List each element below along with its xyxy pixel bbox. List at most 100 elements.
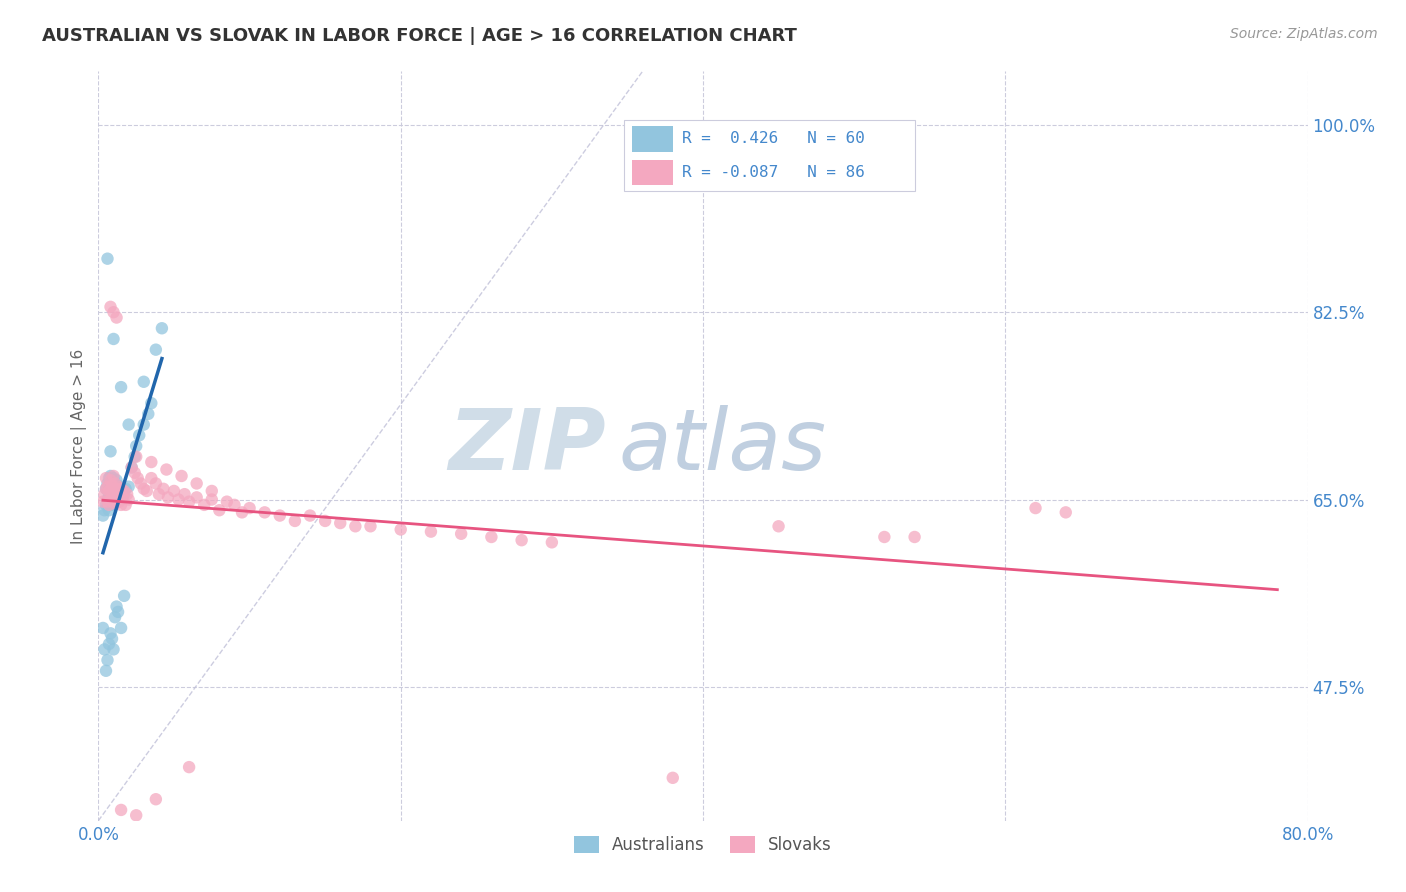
Point bbox=[112, 589, 135, 603]
Point bbox=[104, 476, 127, 491]
Point bbox=[145, 792, 167, 806]
Point bbox=[103, 482, 125, 496]
Point bbox=[96, 653, 118, 667]
Point bbox=[510, 533, 533, 548]
Point bbox=[284, 514, 307, 528]
Point bbox=[125, 808, 148, 822]
Point bbox=[94, 664, 117, 678]
Point bbox=[96, 252, 118, 266]
Point bbox=[145, 343, 167, 357]
Point bbox=[152, 482, 174, 496]
Text: atlas: atlas bbox=[619, 404, 827, 488]
Point bbox=[91, 508, 114, 523]
Point bbox=[94, 498, 117, 512]
Point bbox=[121, 460, 143, 475]
Point bbox=[103, 476, 125, 491]
FancyBboxPatch shape bbox=[631, 126, 672, 152]
Point bbox=[170, 469, 193, 483]
Text: ZIP: ZIP bbox=[449, 404, 606, 488]
Point bbox=[231, 505, 253, 519]
Point bbox=[135, 483, 157, 498]
Text: Source: ZipAtlas.com: Source: ZipAtlas.com bbox=[1230, 27, 1378, 41]
Point bbox=[108, 483, 131, 498]
Point bbox=[98, 483, 121, 498]
Point bbox=[103, 498, 125, 512]
Point bbox=[110, 482, 132, 496]
Point bbox=[104, 494, 127, 508]
Point bbox=[93, 487, 115, 501]
Point bbox=[1024, 501, 1046, 516]
Point bbox=[100, 482, 122, 496]
Point bbox=[253, 505, 276, 519]
Point bbox=[105, 491, 128, 505]
Point bbox=[105, 599, 128, 614]
Point bbox=[101, 480, 124, 494]
Point bbox=[104, 482, 127, 496]
Point bbox=[127, 471, 149, 485]
Point bbox=[111, 482, 134, 496]
Point bbox=[269, 508, 291, 523]
Point bbox=[128, 428, 150, 442]
Point bbox=[114, 482, 136, 496]
Point bbox=[105, 494, 128, 508]
Point bbox=[904, 530, 927, 544]
Point bbox=[94, 482, 117, 496]
Point bbox=[100, 473, 122, 487]
Point bbox=[420, 524, 443, 539]
Point bbox=[360, 519, 382, 533]
Point bbox=[101, 478, 124, 492]
Point bbox=[105, 473, 128, 487]
Point bbox=[150, 321, 173, 335]
Point bbox=[107, 487, 129, 501]
Point bbox=[98, 487, 121, 501]
Point bbox=[239, 501, 262, 516]
Text: R =  0.426   N = 60: R = 0.426 N = 60 bbox=[682, 131, 865, 146]
Point bbox=[121, 460, 143, 475]
Point bbox=[141, 455, 163, 469]
Point bbox=[107, 480, 129, 494]
Point bbox=[103, 483, 125, 498]
Point bbox=[124, 466, 146, 480]
Point bbox=[103, 332, 125, 346]
Point bbox=[201, 483, 224, 498]
Point bbox=[104, 492, 127, 507]
Point bbox=[118, 492, 141, 507]
Point bbox=[100, 498, 122, 512]
Point bbox=[129, 476, 152, 491]
Point bbox=[96, 494, 118, 508]
FancyBboxPatch shape bbox=[631, 160, 672, 186]
Point bbox=[186, 491, 208, 505]
Point bbox=[132, 417, 155, 432]
Point bbox=[98, 471, 121, 485]
Point bbox=[179, 494, 201, 508]
Point bbox=[93, 642, 115, 657]
Point bbox=[101, 632, 124, 646]
Point bbox=[103, 471, 125, 485]
Point bbox=[96, 480, 118, 494]
Point bbox=[112, 487, 135, 501]
Point bbox=[344, 519, 367, 533]
Point bbox=[101, 491, 124, 505]
Point bbox=[103, 496, 125, 510]
Point bbox=[329, 516, 352, 530]
Point bbox=[145, 476, 167, 491]
Text: R = -0.087   N = 86: R = -0.087 N = 86 bbox=[682, 165, 865, 180]
Point bbox=[107, 605, 129, 619]
Point bbox=[768, 519, 790, 533]
Point bbox=[155, 462, 177, 476]
Point bbox=[173, 487, 195, 501]
Point bbox=[110, 492, 132, 507]
Y-axis label: In Labor Force | Age > 16: In Labor Force | Age > 16 bbox=[72, 349, 87, 543]
Point bbox=[100, 300, 122, 314]
Point bbox=[98, 498, 121, 512]
Point bbox=[100, 469, 122, 483]
Point bbox=[125, 439, 148, 453]
Point bbox=[141, 471, 163, 485]
Point bbox=[93, 503, 115, 517]
FancyBboxPatch shape bbox=[624, 120, 915, 191]
Point bbox=[98, 637, 121, 651]
Point bbox=[110, 621, 132, 635]
Point bbox=[540, 535, 562, 549]
Point bbox=[105, 310, 128, 325]
Point bbox=[201, 492, 224, 507]
